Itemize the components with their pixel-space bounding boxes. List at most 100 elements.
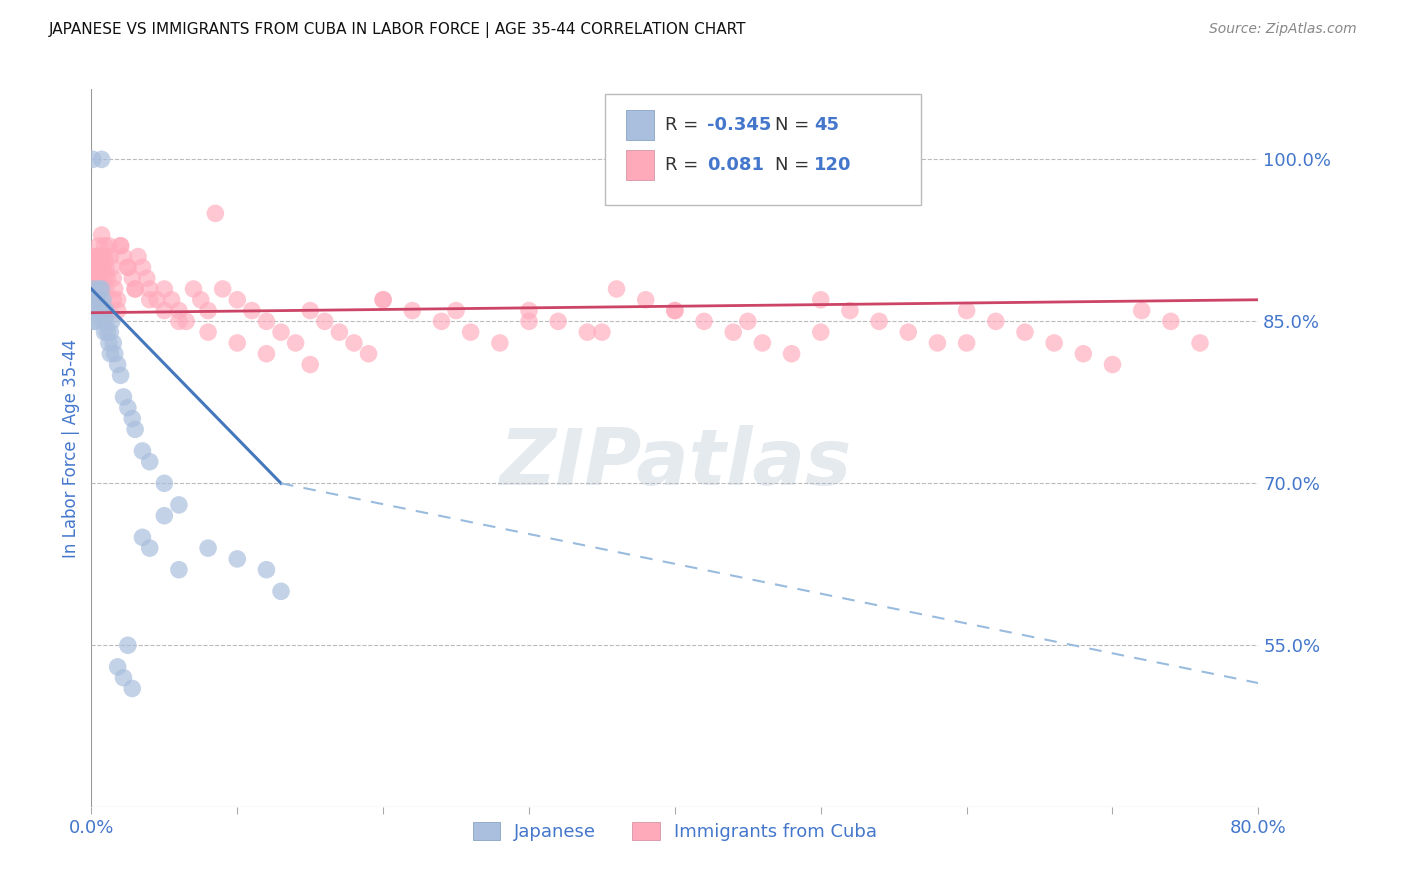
Immigrants from Cuba [90, 282, 112, 296]
Text: Source: ZipAtlas.com: Source: ZipAtlas.com [1209, 22, 1357, 37]
Immigrants from Cuba [254, 314, 277, 328]
Japanese [91, 314, 114, 328]
Text: 120: 120 [814, 156, 852, 174]
Immigrants from Cuba [94, 260, 117, 275]
Japanese [153, 476, 176, 491]
Japanese [138, 541, 162, 555]
Immigrants from Cuba [84, 260, 107, 275]
Japanese [87, 293, 110, 307]
Immigrants from Cuba [138, 282, 162, 296]
Immigrants from Cuba [605, 282, 627, 296]
Immigrants from Cuba [83, 282, 105, 296]
Japanese [270, 584, 292, 599]
Immigrants from Cuba [127, 250, 149, 264]
Immigrants from Cuba [89, 271, 111, 285]
Immigrants from Cuba [135, 271, 157, 285]
Immigrants from Cuba [838, 303, 860, 318]
Japanese [103, 335, 125, 350]
Immigrants from Cuba [160, 293, 183, 307]
Immigrants from Cuba [1189, 335, 1212, 350]
Japanese [101, 314, 124, 328]
Japanese [226, 552, 249, 566]
Immigrants from Cuba [897, 325, 920, 339]
Immigrants from Cuba [121, 271, 143, 285]
Immigrants from Cuba [401, 303, 423, 318]
Japanese [91, 293, 114, 307]
Immigrants from Cuba [167, 314, 190, 328]
Immigrants from Cuba [98, 250, 121, 264]
Japanese [83, 314, 105, 328]
Japanese [167, 498, 190, 512]
Japanese [84, 303, 107, 318]
Immigrants from Cuba [664, 303, 686, 318]
Immigrants from Cuba [254, 347, 277, 361]
Immigrants from Cuba [112, 250, 135, 264]
Immigrants from Cuba [90, 250, 112, 264]
Immigrants from Cuba [1014, 325, 1036, 339]
Japanese [90, 282, 112, 296]
Japanese [83, 303, 105, 318]
Immigrants from Cuba [91, 260, 114, 275]
Immigrants from Cuba [183, 282, 205, 296]
Japanese [86, 303, 108, 318]
Immigrants from Cuba [86, 293, 108, 307]
Immigrants from Cuba [270, 325, 292, 339]
Japanese [94, 303, 117, 318]
Immigrants from Cuba [780, 347, 803, 361]
Japanese [110, 368, 132, 383]
Japanese [89, 293, 111, 307]
Immigrants from Cuba [124, 282, 146, 296]
Immigrants from Cuba [371, 293, 394, 307]
Immigrants from Cuba [86, 260, 108, 275]
Japanese [254, 563, 277, 577]
Japanese [82, 153, 104, 167]
Immigrants from Cuba [211, 282, 233, 296]
Immigrants from Cuba [197, 325, 219, 339]
Immigrants from Cuba [117, 260, 139, 275]
Japanese [87, 303, 110, 318]
Legend: Japanese, Immigrants from Cuba: Japanese, Immigrants from Cuba [465, 814, 884, 848]
Immigrants from Cuba [240, 303, 263, 318]
Text: N =: N = [775, 116, 814, 134]
Japanese [104, 347, 127, 361]
Text: ZIPatlas: ZIPatlas [499, 425, 851, 500]
Immigrants from Cuba [226, 293, 249, 307]
Immigrants from Cuba [299, 303, 322, 318]
Immigrants from Cuba [101, 260, 124, 275]
Text: 0.081: 0.081 [707, 156, 765, 174]
Immigrants from Cuba [107, 303, 129, 318]
Immigrants from Cuba [82, 282, 104, 296]
Text: R =: R = [665, 116, 704, 134]
Immigrants from Cuba [110, 239, 132, 253]
Immigrants from Cuba [84, 271, 107, 285]
Japanese [121, 411, 143, 425]
Immigrants from Cuba [124, 282, 146, 296]
Immigrants from Cuba [634, 293, 657, 307]
Japanese [82, 282, 104, 296]
Immigrants from Cuba [103, 293, 125, 307]
Immigrants from Cuba [1073, 347, 1095, 361]
Japanese [112, 671, 135, 685]
Immigrants from Cuba [547, 314, 569, 328]
Japanese [90, 153, 112, 167]
Text: R =: R = [665, 156, 704, 174]
Immigrants from Cuba [328, 325, 350, 339]
Japanese [117, 401, 139, 415]
Immigrants from Cuba [927, 335, 949, 350]
Immigrants from Cuba [153, 282, 176, 296]
Immigrants from Cuba [226, 335, 249, 350]
Immigrants from Cuba [82, 293, 104, 307]
Japanese [87, 282, 110, 296]
Japanese [197, 541, 219, 555]
Japanese [90, 303, 112, 318]
Japanese [93, 325, 115, 339]
Text: JAPANESE VS IMMIGRANTS FROM CUBA IN LABOR FORCE | AGE 35-44 CORRELATION CHART: JAPANESE VS IMMIGRANTS FROM CUBA IN LABO… [49, 22, 747, 38]
Japanese [124, 422, 146, 436]
Immigrants from Cuba [204, 206, 226, 220]
Japanese [97, 335, 120, 350]
Immigrants from Cuba [314, 314, 336, 328]
Immigrants from Cuba [174, 314, 197, 328]
Immigrants from Cuba [357, 347, 380, 361]
Immigrants from Cuba [84, 282, 107, 296]
Immigrants from Cuba [489, 335, 512, 350]
